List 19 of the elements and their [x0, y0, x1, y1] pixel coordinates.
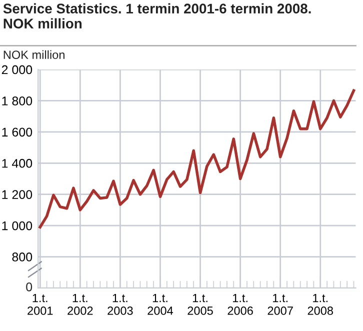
y-tick-label: 1 000 — [2, 221, 32, 230]
y-tick-label: 1 600 — [2, 128, 32, 137]
chart-title: Service Statistics. 1 termin 2001-6 termin 2008. NOK million — [3, 3, 311, 28]
x-tick-label: 1.t. 2006 — [228, 294, 253, 315]
x-tick-label: 1.t. 2003 — [108, 294, 133, 315]
text: 0 — [26, 282, 32, 292]
x-tick-label: 1.t. 2004 — [148, 294, 174, 315]
x-tick-label: 1.t. 2002 — [68, 294, 93, 315]
y-tick-label: 1 800 — [2, 96, 32, 106]
x-tick-label: 1.t. 2005 — [188, 294, 213, 315]
y-tick-label: 2 000 — [2, 65, 32, 74]
y-tick-label: 1 400 — [2, 158, 32, 168]
x-tick-label: 1.t. 2001 — [28, 294, 53, 315]
x-tick-label: 1.t. 2007 — [268, 294, 293, 315]
x-tick-label: 1.t. 2008 — [308, 294, 333, 315]
line-series — [38, 89, 356, 229]
y-tick-label: 800 — [12, 252, 32, 262]
y-tick-label: 1 200 — [2, 190, 32, 199]
y-axis-title: NOK million — [4, 50, 64, 59]
